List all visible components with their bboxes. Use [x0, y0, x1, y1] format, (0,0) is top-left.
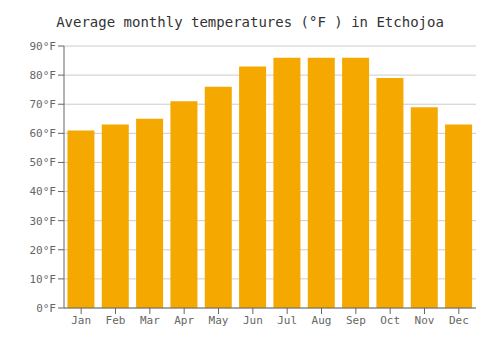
svg-text:Jun: Jun	[243, 314, 263, 327]
svg-text:80°F: 80°F	[30, 69, 57, 82]
svg-text:70°F: 70°F	[30, 98, 57, 111]
svg-text:Jul: Jul	[277, 314, 297, 327]
svg-text:Oct: Oct	[380, 314, 400, 327]
svg-text:Sep: Sep	[346, 314, 366, 327]
svg-text:Apr: Apr	[174, 314, 194, 327]
svg-text:20°F: 20°F	[30, 244, 57, 257]
svg-text:30°F: 30°F	[30, 215, 57, 228]
svg-text:50°F: 50°F	[30, 156, 57, 169]
svg-text:Dec: Dec	[449, 314, 469, 327]
html-text:Average monthly temperatures (: Average monthly temperatures (°F ) in Et…	[56, 14, 444, 30]
svg-text:Jan: Jan	[71, 314, 91, 327]
svg-text:90°F: 90°F	[30, 40, 57, 53]
svg-text:Mar: Mar	[140, 314, 160, 327]
svg-text:Feb: Feb	[106, 314, 126, 327]
svg-text:May: May	[209, 314, 229, 327]
svg-text:Aug: Aug	[312, 314, 332, 327]
svg-text:10°F: 10°F	[30, 273, 57, 286]
svg-text:0°F: 0°F	[36, 302, 56, 315]
svg-text:Nov: Nov	[415, 314, 435, 327]
svg-text:60°F: 60°F	[30, 127, 57, 140]
svg-text:40°F: 40°F	[30, 185, 57, 198]
